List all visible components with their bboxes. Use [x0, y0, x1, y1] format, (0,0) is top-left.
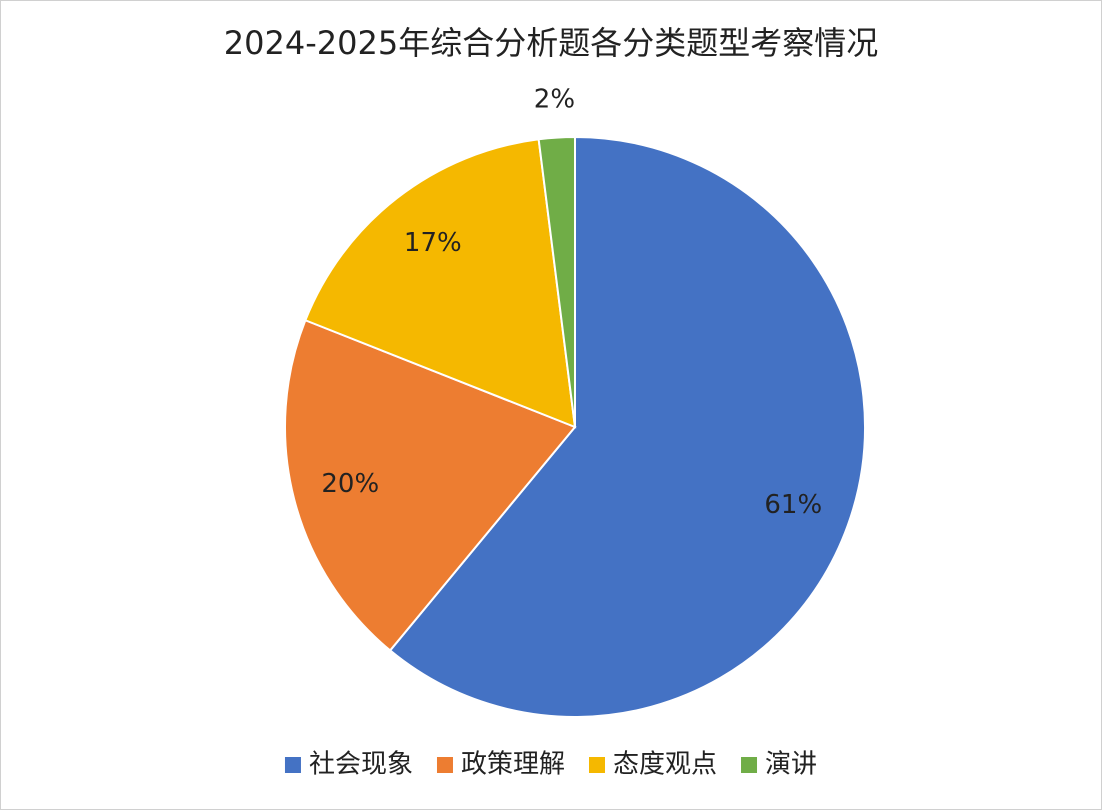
legend-label: 政策理解: [461, 750, 565, 780]
legend-swatch: [589, 757, 605, 773]
legend-swatch: [284, 757, 301, 773]
data-label: 17%: [404, 228, 462, 258]
data-label: 61%: [764, 490, 822, 520]
legend-swatch: [436, 757, 453, 773]
legend-label: 态度观点: [613, 750, 717, 780]
data-label: 20%: [321, 469, 379, 499]
data-label: 2%: [534, 84, 575, 114]
pie-slice: [304, 138, 577, 429]
pie-slice: [284, 318, 577, 652]
legend: 社会现象 政策理解 态度观点 演讲: [284, 750, 817, 780]
legend-label: 社会现象: [309, 750, 413, 780]
chart-title: 2024-2025年综合分析题各分类题型考察情况: [224, 24, 878, 62]
legend-label: 演讲: [765, 750, 817, 780]
legend-swatch: [741, 757, 758, 773]
pie-slice: [388, 135, 866, 718]
pie-slice: [537, 135, 576, 428]
